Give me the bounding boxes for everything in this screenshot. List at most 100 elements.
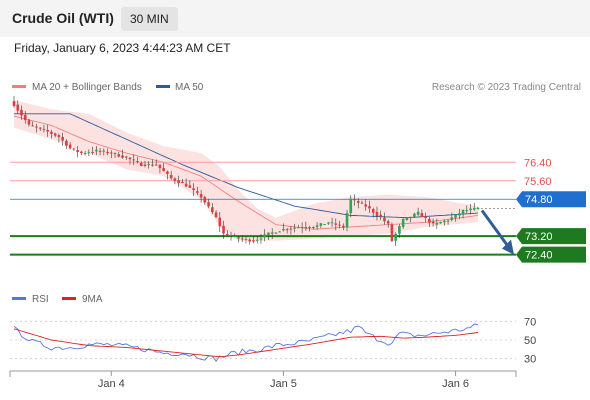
candle-body <box>132 159 136 161</box>
candle-body <box>181 181 184 184</box>
candle-body <box>229 235 233 237</box>
candle-body <box>345 213 349 227</box>
candle-body <box>196 191 199 193</box>
candle-body <box>282 228 285 231</box>
candle-body <box>128 157 132 160</box>
candle-body <box>274 232 278 234</box>
candle-body <box>394 233 397 241</box>
candle-body <box>349 198 353 214</box>
candle-body <box>398 226 401 234</box>
candle-body <box>50 131 53 134</box>
candle-body <box>379 214 383 218</box>
candle-body <box>237 237 240 239</box>
resistance-label: 76.40 <box>524 157 552 169</box>
candle-body <box>169 175 173 179</box>
candle-body <box>20 109 23 116</box>
candle-body <box>435 222 439 225</box>
support-label: 73.20 <box>525 231 553 243</box>
candle-body <box>80 151 83 154</box>
candle-body <box>61 136 64 141</box>
ma50-legend-label: MA 50 <box>175 82 204 93</box>
candle-body <box>177 180 180 184</box>
pivot-tag <box>516 191 586 208</box>
candle-body <box>240 238 244 240</box>
candle-body <box>431 221 435 224</box>
candle-body <box>207 202 210 207</box>
candle-body <box>225 233 229 236</box>
candle-body <box>424 215 427 218</box>
candle-body <box>293 227 296 229</box>
candle-body <box>461 209 465 214</box>
candle-body <box>469 208 472 211</box>
candle-body <box>390 224 394 241</box>
candle-body <box>166 171 169 174</box>
candle-body <box>233 236 237 238</box>
candle-body <box>46 130 49 132</box>
candle-body <box>371 209 375 213</box>
candle-body <box>472 207 476 210</box>
candle-body <box>446 220 450 222</box>
rsi-ma-swatch <box>62 297 76 300</box>
candle-body <box>327 222 330 224</box>
candle-body <box>87 152 91 154</box>
candle-body <box>416 211 420 215</box>
instrument-title: Crude Oil (WTI) <box>12 10 114 26</box>
candle-body <box>158 164 162 169</box>
x-tick-label: Jan 6 <box>442 378 469 390</box>
rsi-ma-line <box>13 328 479 358</box>
candle-body <box>297 227 300 229</box>
candle-body <box>143 164 147 166</box>
candle-body <box>109 152 113 154</box>
candle-body <box>375 211 379 216</box>
candle-body <box>364 204 368 207</box>
rsi-tick-label: 70 <box>524 316 536 328</box>
candle-body <box>68 144 72 149</box>
candle-body <box>401 218 405 227</box>
resistance-label: 75.60 <box>524 176 552 188</box>
candle-body <box>222 225 225 234</box>
candle-body <box>405 217 409 220</box>
candle-body <box>386 221 390 224</box>
header-bar: Crude Oil (WTI) 30 MIN <box>0 0 590 37</box>
candle-body <box>428 218 431 223</box>
candle-body <box>255 239 259 241</box>
price-levels <box>10 161 516 256</box>
candle-body <box>439 222 442 224</box>
ma50-swatch <box>156 85 170 88</box>
candle-body <box>124 156 128 158</box>
candle-body <box>117 154 121 157</box>
rsi-ma-legend-label: 9MA <box>82 294 103 305</box>
candle-body <box>98 150 102 152</box>
candle-body <box>31 125 35 127</box>
candle-body <box>113 153 117 155</box>
candle-body <box>420 213 424 218</box>
candle-body <box>315 225 319 227</box>
rsi-tick-label: 30 <box>524 354 536 366</box>
candle-body <box>38 127 42 129</box>
support-tag <box>516 246 586 263</box>
candle-body <box>95 149 98 152</box>
candle-body <box>304 226 308 228</box>
candle-body <box>192 188 195 191</box>
candle-body <box>136 161 139 163</box>
rsi-tick-label: 50 <box>524 335 536 347</box>
rsi-panel: 70 50 30 <box>10 316 536 366</box>
candle-body <box>65 140 68 146</box>
candle-body <box>334 223 338 225</box>
candle-body <box>57 135 61 138</box>
arrow-head <box>502 239 514 255</box>
candle-body <box>383 217 386 222</box>
candle-body <box>106 151 109 154</box>
candle-body <box>27 120 31 125</box>
timestamp: Friday, January 6, 2023 4:44:23 AM CET <box>14 41 231 55</box>
forecast-arrow <box>480 209 514 255</box>
candle-body <box>12 101 16 106</box>
candle-body <box>184 183 188 187</box>
candle-body <box>465 210 469 212</box>
candle-body <box>139 162 143 166</box>
candle-body <box>91 151 94 153</box>
candle-body <box>199 194 203 198</box>
timeframe-selector[interactable]: 30 MIN <box>121 7 178 31</box>
candle-body <box>154 164 158 166</box>
candle-body <box>356 200 360 203</box>
